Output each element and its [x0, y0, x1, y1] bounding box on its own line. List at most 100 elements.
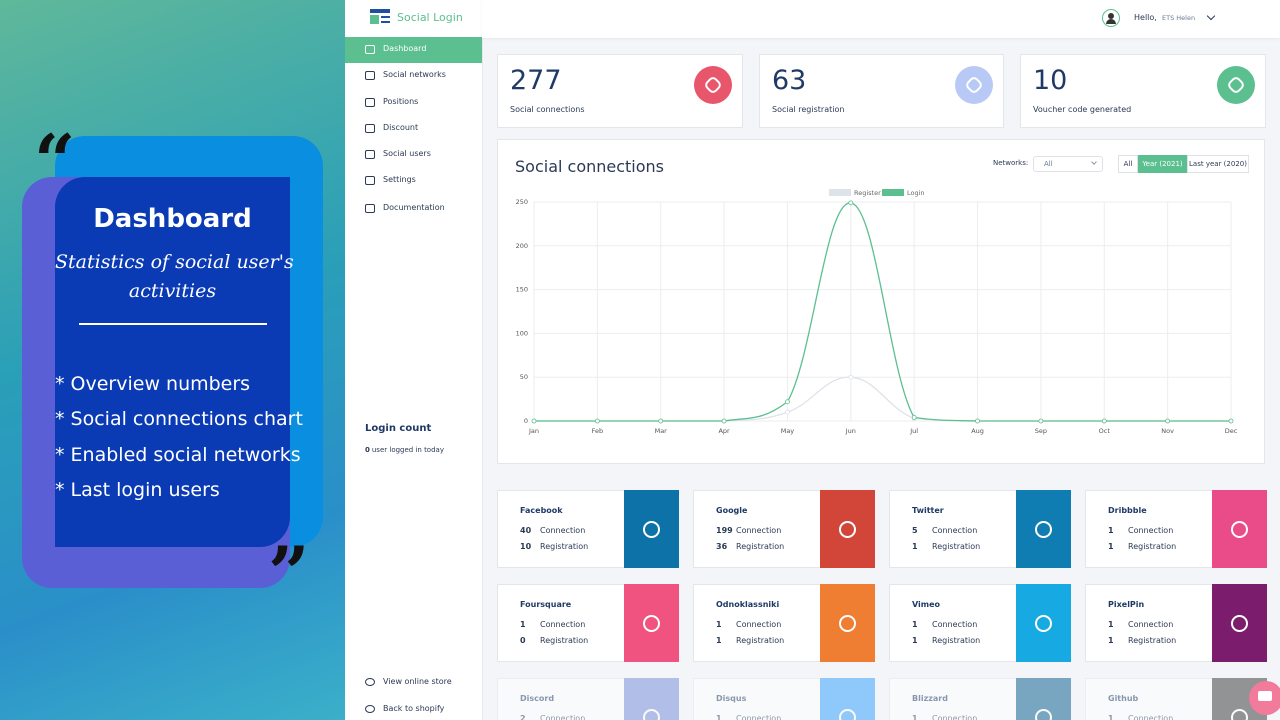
logo-bar: [370, 9, 390, 13]
count-value: 5: [912, 526, 918, 535]
avatar-body: [1106, 19, 1116, 24]
count-label: Connection: [932, 714, 978, 720]
point: [658, 418, 664, 424]
x-tick-label: Apr: [718, 427, 730, 435]
menu-icon: [365, 176, 375, 185]
y-tick-label: 250: [516, 198, 528, 206]
network-card: Discord 2 Connection: [497, 678, 679, 720]
bottom-link[interactable]: View online store: [345, 672, 482, 692]
point: [594, 418, 600, 424]
count-label: Connection: [540, 526, 586, 535]
network-card: Dribbble 1 Connection 1 Registration: [1085, 490, 1267, 568]
network-card: Vimeo 1 Connection 1 Registration: [889, 584, 1071, 662]
logo-line: [381, 16, 390, 18]
count-label: Connection: [932, 620, 978, 629]
count-label: Connection: [1128, 714, 1174, 720]
icon-glyph: [964, 75, 984, 95]
network-name: Foursquare: [520, 600, 572, 609]
network-name: Disqus: [716, 694, 747, 703]
network-card: PixelPin 1 Connection 1 Registration: [1085, 584, 1267, 662]
menu-item[interactable]: Positions: [345, 90, 482, 116]
y-tick-label: 150: [516, 286, 528, 294]
count-label: Connection: [1128, 526, 1174, 535]
network-card: Github 1 Connection: [1085, 678, 1267, 720]
y-tick-label: 200: [516, 242, 528, 250]
count-label: Registration: [540, 636, 589, 645]
network-icon-block: [624, 584, 679, 662]
menu-item[interactable]: Discount: [345, 116, 482, 142]
point: [848, 374, 854, 380]
chevron[interactable]: [1206, 11, 1216, 21]
legend-label: Login: [907, 189, 925, 197]
menu-item[interactable]: Social users: [345, 142, 482, 168]
count-value: 1: [1108, 714, 1114, 720]
network-name: Github: [1108, 694, 1139, 703]
menu-label: Social networks: [383, 70, 446, 79]
stat-value: 277: [510, 65, 562, 96]
network-name: Dribbble: [1108, 506, 1147, 515]
network-icon: [1035, 615, 1052, 632]
frame-front: [55, 177, 290, 547]
count-value: 1: [1108, 636, 1114, 645]
network-icon-block: [820, 490, 875, 568]
network-icon: [1231, 521, 1248, 538]
period-button[interactable]: Last year (2020): [1187, 155, 1249, 173]
menu-item[interactable]: Documentation: [345, 196, 482, 222]
network-card: Foursquare 1 Connection 0 Registration: [497, 584, 679, 662]
menu-label: Positions: [383, 97, 419, 106]
legend-swatch: [829, 189, 851, 196]
logo-box: [370, 15, 379, 24]
point: [785, 399, 790, 405]
avatar-head: [1108, 13, 1114, 19]
x-tick-label: Oct: [1099, 427, 1111, 435]
x-tick-label: Jul: [909, 427, 918, 435]
link-icon: [365, 705, 375, 713]
count-value: 1: [912, 620, 918, 629]
y-tick-label: 50: [520, 373, 528, 381]
period-button[interactable]: Year (2021): [1138, 155, 1187, 173]
user-name: ETS Helen: [1162, 14, 1196, 22]
network-name: Google: [716, 506, 748, 515]
logo-line: [381, 21, 390, 23]
button-label: All: [1123, 160, 1133, 168]
network-icon: [643, 521, 660, 538]
count-value: 1: [520, 620, 526, 629]
menu-icon: [365, 124, 375, 133]
menu-item[interactable]: Dashboard: [345, 37, 482, 63]
network-icon: [1035, 521, 1052, 538]
link-icon: [365, 678, 375, 686]
network-icon-block: [624, 678, 679, 720]
menu-item[interactable]: Settings: [345, 168, 482, 194]
x-tick-label: Sep: [1035, 427, 1047, 435]
stat-value: 63: [772, 65, 807, 96]
network-icon: [1231, 615, 1248, 632]
network-icon: [1231, 709, 1248, 720]
point: [531, 418, 537, 424]
menu-icon: [365, 98, 375, 107]
network-card: Facebook 40 Connection 10 Registration: [497, 490, 679, 568]
network-icon-block: [820, 584, 875, 662]
network-select[interactable]: All: [1033, 156, 1103, 172]
network-name: PixelPin: [1108, 600, 1145, 609]
network-icon-block: [1016, 678, 1071, 720]
point: [1228, 418, 1234, 424]
bottom-link[interactable]: Back to shopify: [345, 699, 482, 719]
network-icon: [839, 615, 856, 632]
stat-card: 10 Voucher code generated: [1020, 54, 1266, 128]
divider: [79, 323, 267, 325]
chat-icon: [1258, 691, 1272, 701]
chat-button[interactable]: [1249, 681, 1280, 715]
point: [848, 200, 854, 206]
network-card: Blizzard 1 Connection: [889, 678, 1071, 720]
menu-label: Dashboard: [383, 44, 427, 53]
network-icon-block: [1212, 490, 1267, 568]
select-value: All: [1044, 160, 1053, 168]
network-icon-block: [1016, 584, 1071, 662]
period-button[interactable]: All: [1118, 155, 1138, 173]
menu-item[interactable]: Social networks: [345, 63, 482, 89]
legend-label: Register: [854, 189, 881, 197]
link-label: Back to shopify: [383, 704, 445, 713]
count-label: Registration: [932, 542, 981, 551]
point: [785, 409, 790, 415]
count-value: 1: [1108, 620, 1114, 629]
